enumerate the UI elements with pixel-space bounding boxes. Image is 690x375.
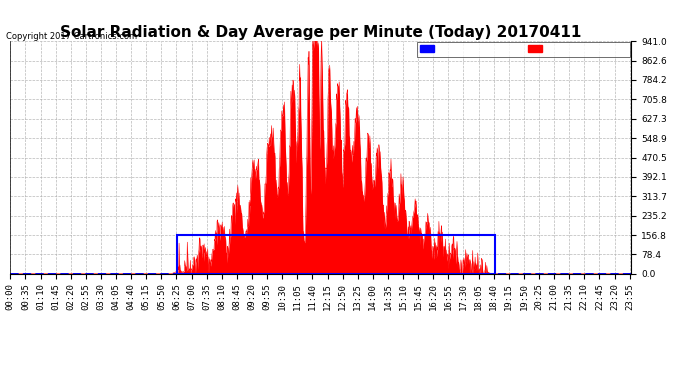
Bar: [177, 235, 495, 274]
Text: Copyright 2017 Cartronics.com: Copyright 2017 Cartronics.com: [6, 32, 137, 41]
Title: Solar Radiation & Day Average per Minute (Today) 20170411: Solar Radiation & Day Average per Minute…: [60, 25, 582, 40]
Legend: Median (W/m2), Radiation (W/m2): Median (W/m2), Radiation (W/m2): [417, 42, 631, 57]
